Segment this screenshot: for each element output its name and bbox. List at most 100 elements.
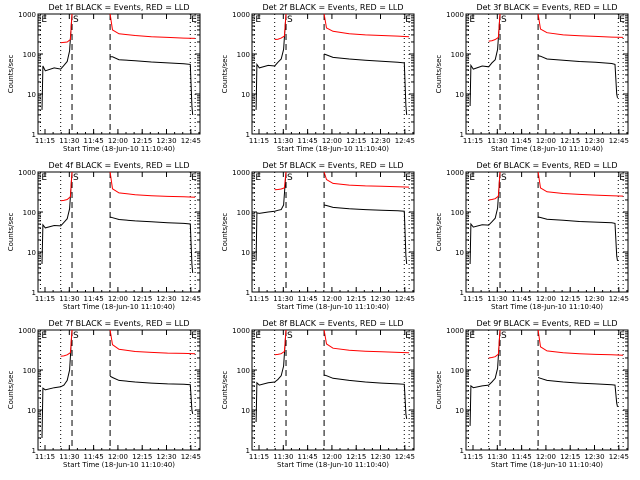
x-tick-label: 12:00 [322,295,342,303]
x-tick-label: 12:45 [395,137,415,145]
panel-title: Det 3f BLACK = Events, RED = LLD [476,3,617,12]
y-tick-label: 10 [27,407,36,415]
y-tick-label: 1 [32,131,36,139]
x-tick-label: 12:15 [560,137,580,145]
lld-series-line [274,13,287,40]
marker-label-end: E [191,331,197,341]
marker-label-start: S [73,331,79,341]
y-tick-label: 100 [23,209,36,217]
events-series-line [255,13,287,110]
y-tick-label: 100 [451,51,464,59]
marker-label-start: S [287,331,293,341]
events-series-line [109,375,194,415]
y-axis-label: Counts/sec [221,55,229,94]
lld-series-line [488,13,501,42]
lld-series-line [60,13,73,44]
lld-series-line [488,329,501,359]
x-axis-label: Start Time (18-Jun-10 11:10:40) [277,145,389,153]
lld-series-line [109,13,196,39]
lld-series-line [109,329,196,355]
plot-frame [251,13,415,135]
marker-label-end: E [619,15,625,25]
x-axis-label: Start Time (18-Jun-10 11:10:40) [63,461,175,469]
x-tick-label: 12:15 [132,137,152,145]
plot-frame [251,329,415,451]
y-axis-label: Counts/sec [7,371,15,410]
x-tick-label: 12:30 [156,137,176,145]
x-tick-label: 12:00 [322,137,342,145]
plot-frame [37,171,201,293]
lld-series-line [323,13,410,38]
y-tick-label: 10 [27,249,36,257]
y-tick-label: 1 [460,131,464,139]
y-tick-label: 1000 [446,11,464,19]
x-axis-label: Start Time (18-Jun-10 11:10:40) [277,461,389,469]
x-tick-label: 11:45 [298,137,318,145]
x-tick-label: 12:00 [536,453,556,461]
x-tick-label: 11:30 [273,295,293,303]
y-tick-label: 100 [237,51,250,59]
events-series-line [41,329,73,439]
events-series-line [469,329,501,426]
events-series-line [538,55,618,99]
x-tick-label: 12:30 [156,453,176,461]
x-tick-label: 11:15 [249,137,269,145]
x-axis-label: Start Time (18-Jun-10 11:10:40) [491,461,603,469]
x-tick-label: 11:30 [487,137,507,145]
plot-frame [37,13,201,135]
marker-label-start: S [73,15,79,25]
y-tick-label: 1000 [446,169,464,177]
marker-label-left-e: E [41,15,47,25]
marker-label-end: E [405,173,411,183]
y-tick-label: 10 [241,91,250,99]
x-tick-label: 12:45 [609,453,629,461]
panel-title: Det 6f BLACK = Events, RED = LLD [476,161,617,170]
marker-label-start: S [501,173,507,183]
marker-label-end: E [191,173,197,183]
panel-title: Det 2f BLACK = Events, RED = LLD [262,3,403,12]
x-tick-label: 12:15 [346,137,366,145]
x-tick-label: 11:30 [59,295,79,303]
x-tick-label: 12:45 [395,453,415,461]
lld-series-line [537,329,624,356]
marker-label-start: S [501,331,507,341]
x-tick-label: 12:15 [560,295,580,303]
x-tick-label: 12:00 [536,295,556,303]
x-tick-label: 12:00 [536,137,556,145]
y-tick-label: 100 [451,367,464,375]
y-tick-label: 10 [455,407,464,415]
x-axis-label: Start Time (18-Jun-10 11:10:40) [63,303,175,311]
marker-label-left-e: E [41,173,47,183]
y-tick-label: 100 [237,209,250,217]
y-tick-label: 10 [241,407,250,415]
x-tick-label: 12:30 [370,137,390,145]
marker-label-left-e: E [469,173,475,183]
marker-label-start: S [287,15,293,25]
x-tick-label: 12:15 [132,453,152,461]
y-tick-label: 1 [460,289,464,297]
marker-label-end: E [405,331,411,341]
events-series-line [537,377,618,407]
x-tick-label: 11:45 [298,453,318,461]
x-tick-label: 12:30 [370,295,390,303]
x-axis-label: Start Time (18-Jun-10 11:10:40) [491,303,603,311]
events-series-line [469,171,501,265]
panel-5: Det 5f BLACK = Events, RED = LLD 1 10 100 10… [221,161,415,311]
x-tick-label: 12:30 [584,453,604,461]
lld-series-line [323,171,410,188]
x-tick-label: 12:00 [322,453,342,461]
x-tick-label: 11:45 [512,453,532,461]
x-tick-label: 12:15 [346,295,366,303]
x-tick-label: 12:45 [181,453,201,461]
lld-series-line [274,329,287,356]
lld-series-line [274,171,287,191]
y-axis-label: Counts/sec [221,371,229,410]
y-tick-label: 1 [32,447,36,455]
x-tick-label: 11:15 [463,137,483,145]
events-series-line [109,216,194,273]
x-axis-label: Start Time (18-Jun-10 11:10:40) [63,145,175,153]
marker-label-left-e: E [255,331,261,341]
events-series-line [41,171,73,265]
lld-series-line [60,171,73,202]
panel-9: Det 9f BLACK = Events, RED = LLD 1 10 100 10… [435,319,629,469]
